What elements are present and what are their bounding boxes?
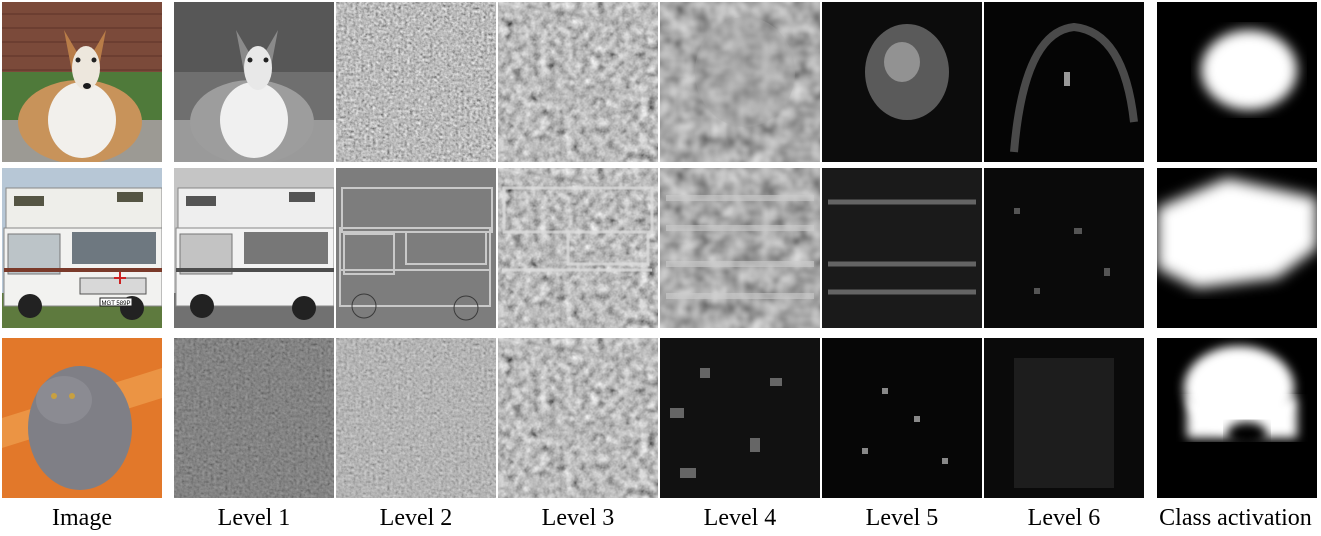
caption-level-4: Level 4	[703, 505, 777, 531]
cat-level-6	[984, 338, 1144, 498]
cat-level-5	[822, 338, 982, 498]
collie-level-5	[822, 2, 982, 162]
cat-level-1	[174, 338, 334, 498]
camper-level-3	[498, 168, 658, 328]
camper-level-2	[336, 168, 496, 328]
camper-level-6	[984, 168, 1144, 328]
collie-class-activation	[1157, 2, 1317, 162]
caption-level-6: Level 6	[1027, 505, 1101, 531]
camper-level-4	[660, 168, 820, 328]
cat-level-3	[498, 338, 658, 498]
cat-level-2	[336, 338, 496, 498]
collie-level-3	[498, 2, 658, 162]
caption-image: Image	[52, 505, 112, 531]
caption-level-2: Level 2	[379, 505, 453, 531]
cat-level-4	[660, 338, 820, 498]
license-plate-text: MGT 589P	[102, 301, 131, 307]
collie-level-6	[984, 2, 1144, 162]
caption-level-5: Level 5	[865, 505, 939, 531]
camper-level-1	[174, 168, 334, 328]
collie-level-4	[660, 2, 820, 162]
collie-image	[2, 2, 162, 162]
collie-level-2	[336, 2, 496, 162]
camper-class-activation	[1157, 168, 1317, 328]
caption-class-activation: Class activation	[1159, 505, 1312, 531]
cat-image	[2, 338, 162, 498]
caption-level-1: Level 1	[217, 505, 291, 531]
camper-level-5	[822, 168, 982, 328]
camper-image: MGT 589P	[2, 168, 162, 328]
cat-class-activation	[1157, 338, 1317, 498]
caption-level-3: Level 3	[541, 505, 615, 531]
collie-level-1	[174, 2, 334, 162]
